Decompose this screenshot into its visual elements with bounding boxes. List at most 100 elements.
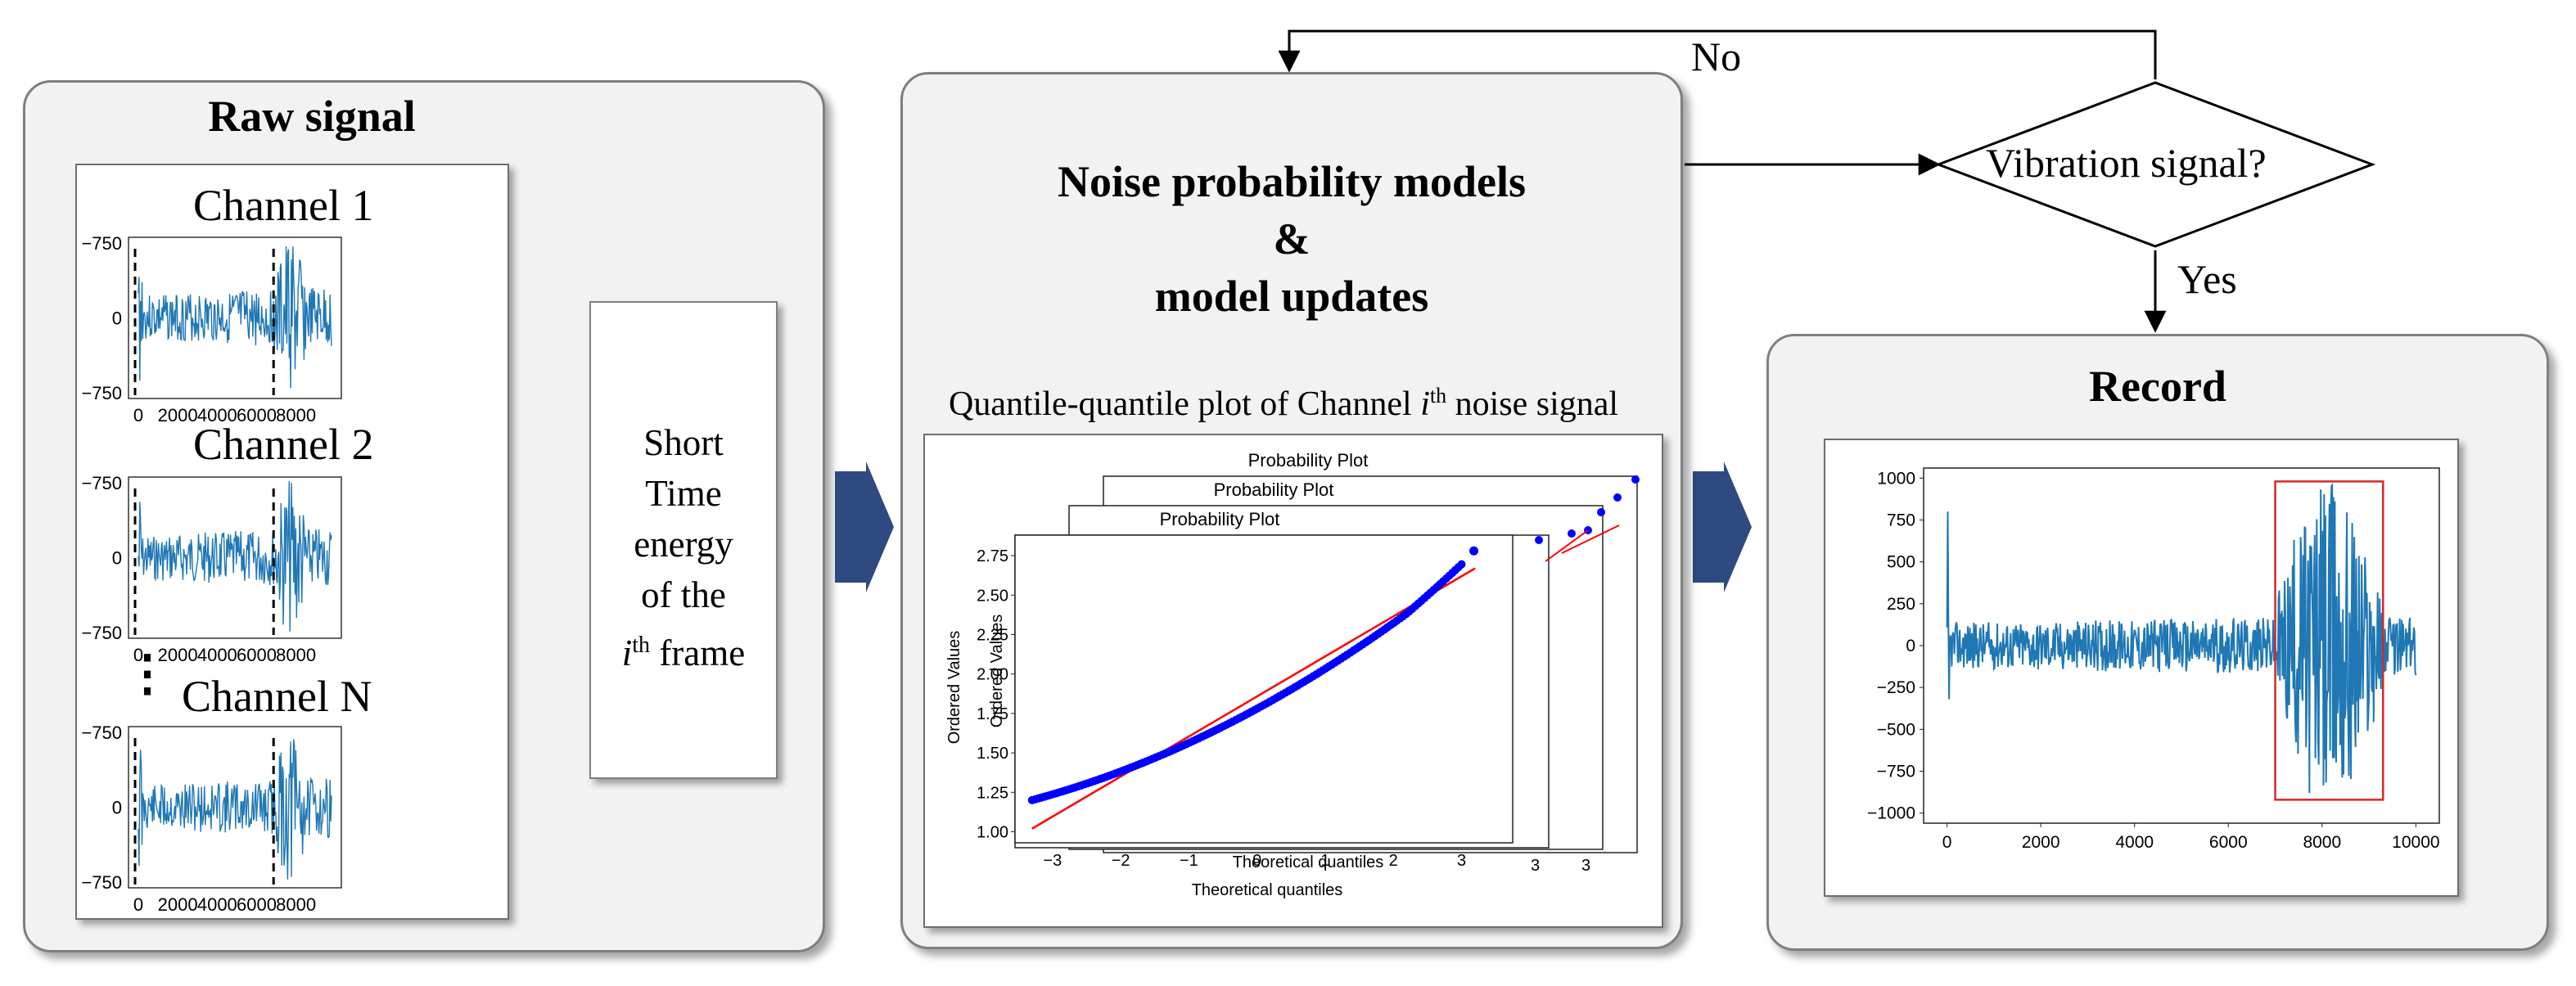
mini-y-tick: −750 bbox=[81, 623, 122, 643]
mini-x-tick: 2000 bbox=[158, 405, 198, 425]
mini-x-tick: 8000 bbox=[276, 894, 316, 915]
qq-x-tick: 1 bbox=[1320, 852, 1329, 870]
qq-back-fit-line bbox=[1561, 525, 1620, 554]
noise-title-2: & bbox=[1273, 214, 1311, 263]
record-y-tick: 750 bbox=[1887, 511, 1915, 529]
mini-x-tick: 6000 bbox=[237, 645, 277, 665]
qq-back-point bbox=[1631, 475, 1640, 484]
record-y-tick: 250 bbox=[1887, 595, 1915, 614]
mini-x-tick: 2000 bbox=[158, 645, 198, 665]
energy-line-5: ith frame bbox=[621, 633, 746, 673]
channel-2-plot: −750 0 −750 0 2000 4000 6000 8000 bbox=[81, 473, 342, 665]
qq-plot-title: Probability Plot bbox=[1160, 509, 1280, 529]
qq-y-tick: 2.75 bbox=[977, 547, 1008, 565]
mini-plot-frame bbox=[128, 476, 342, 639]
record-y-tick: 500 bbox=[1887, 553, 1915, 572]
record-y-tick: −1000 bbox=[1867, 804, 1915, 823]
energy-line-1: Short bbox=[643, 422, 724, 463]
decision-diamond bbox=[1934, 81, 2376, 248]
mini-x-tick: 6000 bbox=[237, 894, 277, 915]
mini-signal-line bbox=[138, 480, 332, 632]
channel-1-plot: −750 0 −750 0 2000 4000 6000 8000 bbox=[81, 233, 342, 425]
noise-title-1: Noise probability models bbox=[1057, 157, 1527, 206]
qq-x-tick: 0 bbox=[1252, 852, 1261, 870]
qq-y-tick: 2.50 bbox=[977, 587, 1008, 605]
chevron-arrow-1 bbox=[835, 461, 894, 592]
mini-y-tick: −750 bbox=[81, 233, 122, 254]
mini-x-tick: 0 bbox=[133, 405, 143, 425]
channel-n-plot: −750 0 −750 0 2000 4000 6000 8000 bbox=[81, 723, 342, 915]
qq-back-fit-line bbox=[1545, 529, 1589, 562]
channel-2-title: Channel 2 bbox=[193, 420, 374, 469]
record-x-tick: 0 bbox=[1942, 833, 1952, 852]
qq-x-tick: −1 bbox=[1180, 852, 1198, 870]
record-y-tick: −250 bbox=[1877, 678, 1915, 697]
record-y-tick: 0 bbox=[1906, 637, 1915, 655]
qq-y-tick: 1.75 bbox=[977, 705, 1008, 723]
energy-line-3: energy bbox=[634, 524, 733, 565]
qq-back-ylabel: Ordered Values bbox=[988, 615, 1006, 728]
mini-x-tick: 8000 bbox=[276, 645, 316, 665]
qq-point bbox=[1469, 546, 1479, 556]
mini-y-tick: −750 bbox=[81, 473, 122, 493]
channel-1-title: Channel 1 bbox=[193, 181, 374, 230]
qq-x-tick: −3 bbox=[1043, 852, 1062, 870]
mini-signal-line bbox=[138, 739, 332, 880]
qq-fit-line bbox=[1031, 567, 1476, 830]
qq-plot-title: Probability Plot bbox=[1214, 479, 1334, 500]
qq-front-frame bbox=[1014, 534, 1514, 844]
short-time-energy-box: Short Time energy of the ith frame bbox=[589, 301, 778, 779]
record-x-tick: 10000 bbox=[2392, 833, 2439, 852]
qq-y-tick: 1.00 bbox=[977, 824, 1008, 842]
chevron-arrow-2 bbox=[1693, 461, 1752, 592]
qq-plot-stack: Probability Plot Probability Plot Probabil… bbox=[945, 450, 1640, 899]
qq-xlabel: Theoretical quantiles bbox=[1192, 881, 1343, 899]
channel-ellipsis: ⋮ bbox=[123, 646, 172, 700]
mini-x-tick: 4000 bbox=[197, 645, 237, 665]
qq-y-tick: 1.50 bbox=[977, 745, 1008, 763]
mini-x-tick: 0 bbox=[133, 645, 143, 665]
mini-x-tick: 4000 bbox=[197, 405, 237, 425]
qq-plot-title: Probability Plot bbox=[1248, 450, 1369, 470]
qq-back-tick: 3 bbox=[1581, 857, 1590, 875]
qq-ylabel: Ordered Values bbox=[945, 631, 963, 745]
record-x-tick: 6000 bbox=[2209, 833, 2248, 852]
energy-line-4: of the bbox=[641, 574, 726, 615]
raw-signal-title: Raw signal bbox=[208, 92, 416, 141]
mini-y-tick: −750 bbox=[81, 383, 122, 403]
mini-x-tick: 4000 bbox=[197, 894, 237, 915]
record-y-tick: −750 bbox=[1877, 763, 1915, 781]
record-x-tick: 2000 bbox=[2022, 833, 2060, 852]
qq-y-tick: 2.25 bbox=[977, 626, 1008, 644]
mini-x-tick: 2000 bbox=[158, 894, 198, 915]
yes-label: Yes bbox=[2177, 256, 2237, 302]
decision-question: Vibration signal? bbox=[1986, 140, 2267, 186]
qq-back-point bbox=[1613, 493, 1622, 502]
record-x-tick: 4000 bbox=[2115, 833, 2154, 852]
qq-back-tick: 3 bbox=[1531, 857, 1540, 875]
mini-signal-line bbox=[138, 246, 332, 389]
record-title: Record bbox=[2089, 362, 2226, 411]
record-plot: 1000 750 500 250 0 −250 −500 −750 −1000 0 2000 4000… bbox=[1867, 467, 2440, 852]
mini-x-tick: 0 bbox=[133, 894, 143, 915]
mini-x-tick: 8000 bbox=[276, 405, 316, 425]
qq-back-point bbox=[1535, 536, 1543, 544]
qq-y-tick: 1.25 bbox=[977, 784, 1008, 802]
qq-x-tick: 2 bbox=[1389, 852, 1398, 870]
record-y-tick: 1000 bbox=[1877, 469, 1915, 488]
no-label: No bbox=[1691, 34, 1742, 79]
mini-y-tick: 0 bbox=[112, 548, 122, 569]
qq-back-xlabel: Theoretical quantiles bbox=[1233, 853, 1384, 871]
mini-y-tick: 0 bbox=[112, 308, 122, 329]
qq-x-tick: −2 bbox=[1112, 852, 1130, 870]
mini-y-tick: −750 bbox=[81, 723, 122, 743]
vibration-highlight-box bbox=[2274, 480, 2384, 801]
mini-x-tick: 6000 bbox=[237, 405, 277, 425]
qq-x-tick: 3 bbox=[1457, 852, 1466, 870]
record-y-tick: −500 bbox=[1877, 720, 1915, 739]
record-signal-line bbox=[1946, 482, 2417, 794]
qq-back-point bbox=[1568, 529, 1576, 538]
no-loop-arrow bbox=[1278, 29, 2157, 79]
mini-y-tick: 0 bbox=[112, 798, 122, 818]
qq-back-point bbox=[1597, 508, 1605, 516]
